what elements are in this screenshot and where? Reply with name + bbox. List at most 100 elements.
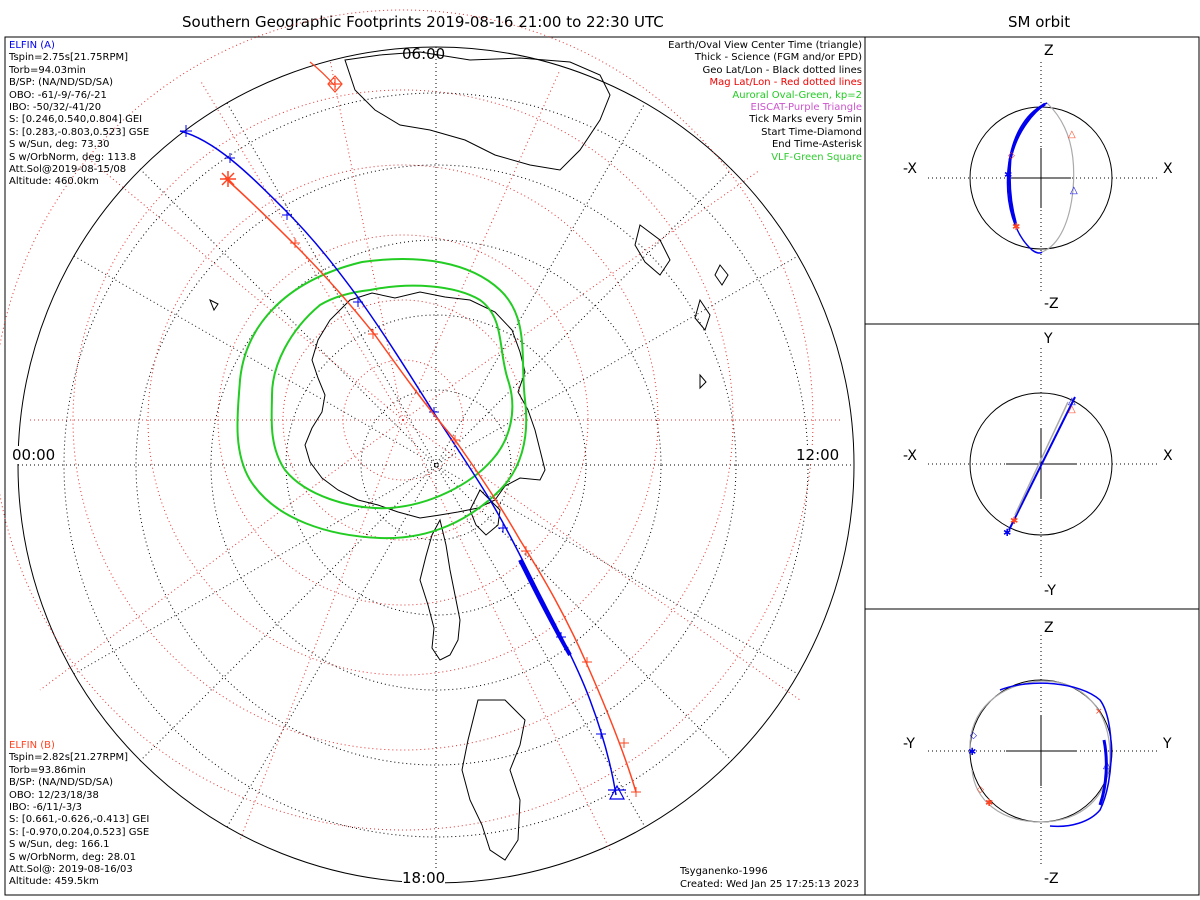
panel-3-right-label: Y [1163, 736, 1172, 752]
elfin-b-end-asterisk [220, 171, 236, 187]
elfin-b-ticks [290, 238, 641, 797]
elfin-a-line: Att.Sol@2019-08-15/08 [9, 164, 127, 176]
elfin-a-ticks [225, 153, 606, 739]
auroral-oval-outer [236, 258, 528, 540]
elfin-b-name: ELFIN (B) [9, 740, 55, 751]
legend-item: Mag Lat/Lon - Red dotted lines [709, 77, 862, 89]
elfin-b-line: OBO: 12/23/18/38 [9, 789, 99, 801]
panel-1-bottom-label: -Z [1044, 296, 1059, 312]
svg-text:◇: ◇ [970, 731, 977, 741]
hour-label-right: 12:00 [796, 446, 840, 464]
south-america-peninsula [469, 489, 501, 536]
elfin-b-line: S: [0.661,-0.626,-0.413] GEI [9, 814, 150, 826]
panel-2-bottom-label: -Y [1044, 583, 1056, 599]
africa-coast [461, 699, 526, 861]
sm-panel-2-frame [864, 323, 1200, 610]
islands-2 [714, 264, 729, 286]
elfin-a-line: Altitude: 460.0km [9, 176, 99, 188]
svg-text:◇: ◇ [977, 785, 984, 795]
elfin-a-line: OBO: -61/-9/-76/-21 [9, 89, 107, 101]
elfin-b-line: Tspin=2.82s[21.27RPM] [9, 752, 129, 764]
legend-item: End Time-Asterisk [771, 139, 862, 151]
elfin-b-line: B/SP: (NA/ND/SD/SA) [9, 777, 113, 789]
svg-text:△: △ [1068, 129, 1076, 140]
elfin-b-line: IBO: -6/11/-3/3 [9, 802, 83, 814]
panel-1-top-label: Z [1044, 43, 1054, 59]
legend-item: Earth/Oval View Center Time (triangle) [668, 40, 862, 51]
model-credit: Tsyganenko-1996 [680, 866, 768, 877]
elfin-a-line: IBO: -50/32/-41/20 [9, 102, 102, 114]
legend-item: Start Time-Diamond [761, 126, 862, 138]
svg-text:△: △ [1070, 185, 1078, 196]
svg-text:◇: ◇ [1008, 151, 1015, 161]
created-timestamp: Created: Wed Jan 25 17:25:13 2023 [680, 879, 860, 890]
elfin-b-track [224, 61, 637, 793]
auroral-oval [236, 258, 528, 540]
hour-label-left: 00:00 [12, 446, 56, 464]
elfin-a-view-center-triangle [608, 784, 626, 800]
elfin-a-name: ELFIN (A) [9, 40, 55, 51]
panel-1-left-label: -X [903, 161, 917, 177]
elfin-a-line: S: [0.283,-0.803,0.523] GSE [9, 126, 150, 138]
elfin-b-line: Att.Sol@: 2019-08-16/03 [9, 864, 133, 876]
hour-label-top: 06:00 [402, 45, 446, 63]
hour-label-bottom: 18:00 [402, 869, 446, 887]
islands-4 [699, 373, 707, 390]
legend-item: VLF-Green Square [771, 151, 862, 163]
antarctica-coast [304, 291, 546, 519]
elfin-b-path [224, 177, 637, 793]
svg-text:△: △ [1103, 760, 1111, 771]
south-america-coast [419, 518, 461, 661]
svg-text:✱: ✱ [1004, 170, 1012, 181]
sm-orbit-title: SM orbit [1008, 13, 1071, 31]
elfin-a-line: Torb=94.03min [9, 64, 86, 76]
elfin-b-line: Torb=93.86min [9, 764, 86, 776]
elfin-b-start-diamond [327, 75, 343, 93]
svg-text:✱: ✱ [1012, 222, 1020, 233]
elfin-a-line: S: [0.246,0.540,0.804] GEI [9, 114, 143, 126]
plot-title: Southern Geographic Footprints 2019-08-1… [182, 13, 664, 31]
new-zealand [634, 224, 671, 276]
sm-panel-3-frame [864, 608, 1200, 896]
elfin-b-info: ELFIN (B) Tspin=2.82s[21.27RPM] Torb=93.… [9, 740, 149, 889]
elfin-a-line: Tspin=2.75s[21.75RPM] [9, 52, 129, 64]
elfin-b-line: S: [-0.970,0.204,0.523] GSE [9, 826, 150, 838]
coastlines [209, 51, 729, 861]
elfin-a-line: S w/OrbNorm, deg: 113.8 [9, 151, 137, 163]
panel-1-right-label: X [1163, 161, 1173, 177]
elfin-b-line: S w/OrbNorm, deg: 28.01 [9, 851, 137, 863]
sm-panel-1-frame [864, 36, 1200, 325]
panel-2-right-label: X [1163, 448, 1173, 464]
elfin-a-path [179, 130, 617, 796]
svg-text:✱: ✱ [968, 747, 976, 758]
elfin-a-track [179, 130, 617, 796]
sm-panel-1-plot: ◇ △ △ ✱ ✱ [928, 62, 1158, 293]
auroral-oval-inner [270, 284, 514, 510]
panel-2-top-label: Y [1044, 331, 1053, 347]
legend-item: EISCAT-Purple Triangle [750, 102, 863, 114]
panel-3-left-label: -Y [903, 736, 915, 752]
geo-grid [18, 47, 854, 883]
sm-panel-2-plot: △ △ ✱ ✱ [928, 348, 1158, 580]
legend: Earth/Oval View Center Time (triangle) T… [668, 40, 862, 164]
svg-text:✱: ✱ [1003, 528, 1011, 539]
elfin-a-line: B/SP: (NA/ND/SD/SA) [9, 77, 113, 89]
svg-text:△: △ [1068, 404, 1076, 415]
svg-text:✱: ✱ [1010, 516, 1018, 527]
panel-3-top-label: Z [1044, 620, 1054, 636]
elfin-a-line: S w/Sun, deg: 73.30 [9, 139, 110, 151]
legend-item: Tick Marks every 5min [749, 114, 862, 126]
legend-item: Geo Lat/Lon - Black dotted lines [702, 64, 862, 76]
islands-3 [209, 298, 219, 312]
panel-3-bottom-label: -Z [1044, 871, 1059, 887]
elfin-a-start-marker [180, 125, 192, 137]
elfin-b-top-start [309, 61, 335, 86]
elfin-b-line: Altitude: 459.5km [9, 876, 99, 888]
svg-text:△: △ [1068, 396, 1076, 407]
australia-coast [344, 51, 611, 171]
svg-text:×: × [1095, 707, 1103, 717]
elfin-b-line: S w/Sun, deg: 166.1 [9, 839, 110, 851]
legend-item: Auroral Oval-Green, kp=2 [732, 89, 862, 101]
islands-1 [694, 298, 711, 332]
